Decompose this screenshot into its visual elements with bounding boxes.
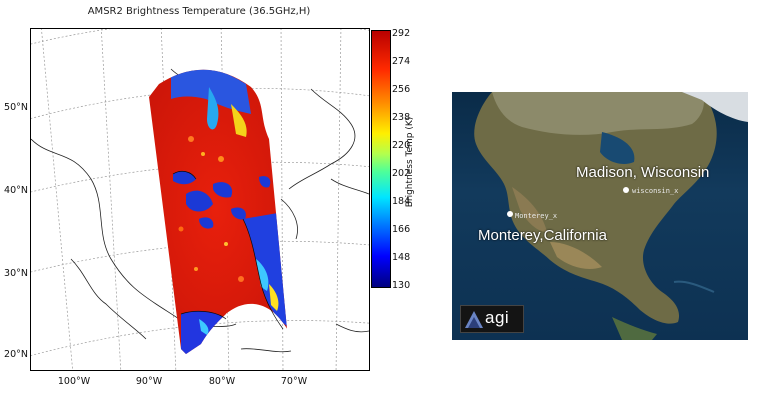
globe-canvas [474,92,748,340]
madison-marker-label: wisconsin_x [632,187,679,195]
agi-logo: agi [460,305,524,333]
globe-view: Madison, Wisconsin wisconsin_x Monterey_… [452,92,748,340]
agi-logo-icon [465,311,483,328]
lon-label-90w: 90°W [135,376,163,387]
colorbar-tick: 256 [392,84,411,95]
central-america [612,317,657,340]
colorbar-tick: 184 [392,196,411,207]
greenland-ice [682,92,748,122]
northern-canada [492,92,704,135]
colorbar-tick: 274 [392,56,411,67]
colorbar-tick: 148 [392,252,411,263]
map-frame [30,28,370,371]
longitude-lines [41,29,342,370]
colorbar-tick: 166 [392,224,411,235]
colorbar [371,30,391,288]
lon-label-80w: 80°W [208,376,236,387]
colorbar-tick: 130 [392,280,411,291]
colorbar-tick: 292 [392,28,411,39]
colorbar-tick: 220 [392,140,411,151]
lon-label-70w: 70°W [280,376,308,387]
lon-label-100w: 100°W [57,376,91,387]
colorbar-label: Brightness Temp (K) [405,116,415,208]
lat-label-30n: 30°N [4,268,28,279]
city-label-monterey: Monterey,California [478,227,607,244]
western-mountains [512,187,547,232]
map-canvas [31,29,369,370]
southwest-desert [550,242,602,269]
map-title: AMSR2 Brightness Temperature (36.5GHz,H) [87,6,311,17]
lat-label-20n: 20°N [4,349,28,360]
city-label-madison: Madison, Wisconsin [576,164,710,181]
colorbar-tick: 238 [392,112,411,123]
lat-label-50n: 50°N [4,102,28,113]
monterey-marker-label: Monterey_x [515,212,558,220]
agi-logo-text: agi [485,308,510,327]
caribbean-islands [673,280,715,293]
madison-marker [623,187,629,193]
lat-label-40n: 40°N [4,185,28,196]
north-america-landmass [474,92,717,324]
amsr2-map-panel: AMSR2 Brightness Temperature (36.5GHz,H) [4,6,415,387]
swath-coastlines [172,170,284,330]
hudson-bay [600,132,635,164]
monterey-marker [507,211,513,217]
colorbar-tick: 202 [392,168,411,179]
